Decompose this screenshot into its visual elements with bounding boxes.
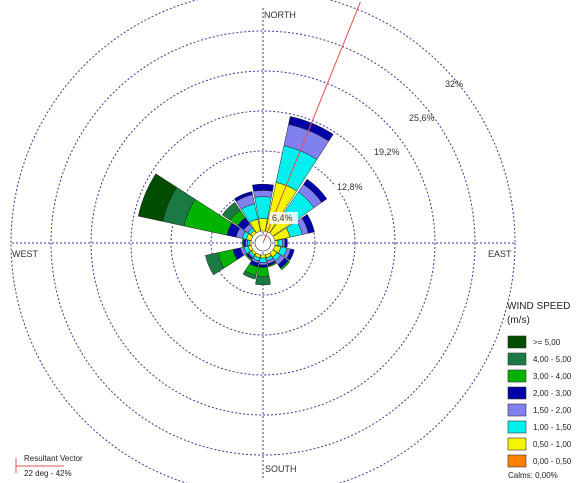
grid-ring-2 bbox=[130, 110, 396, 376]
sector-315deg bbox=[221, 201, 257, 237]
sector-112.5deg bbox=[272, 245, 295, 261]
resultant-vector-legend: Resultant Vector 22 deg - 42% bbox=[15, 454, 83, 478]
direction-east-label: EAST bbox=[488, 249, 512, 259]
sector-225-bin-5 bbox=[245, 254, 252, 261]
ring-label-5: 32% bbox=[445, 79, 463, 89]
sector-90-bin-1 bbox=[274, 239, 279, 247]
grid-ring-1 bbox=[170, 150, 356, 336]
resultant-vector-line bbox=[262, 1, 361, 244]
legend-unit: (m/s) bbox=[507, 315, 530, 326]
resultant-vector bbox=[262, 1, 361, 244]
legend-label-4: 1,50 - 2,00 bbox=[533, 406, 572, 415]
sector-292.5-bin-7 bbox=[137, 173, 178, 222]
legend-label-3: 2,00 - 3,00 bbox=[533, 389, 572, 398]
sector-67.5deg bbox=[272, 214, 315, 241]
legend-label-0: >= 5,00 bbox=[533, 338, 561, 347]
legend-label-1: 4,00 - 5,00 bbox=[533, 355, 572, 364]
sector-0deg bbox=[252, 183, 274, 232]
sector-247.5-bin-6 bbox=[205, 252, 225, 276]
legend-swatch-4 bbox=[507, 403, 527, 417]
legend-swatch-5 bbox=[507, 420, 527, 434]
ring-label-bg-1 bbox=[270, 212, 298, 224]
sector-247.5deg bbox=[205, 245, 254, 276]
legend-label-7: 0,00 - 0,50 bbox=[533, 457, 572, 466]
wind-speed-legend: WIND SPEED (m/s) >= 5,00 4,00 - 5,00 3,00 … bbox=[507, 301, 572, 480]
legend-swatch-1 bbox=[507, 352, 527, 366]
sector-135-bin-5 bbox=[280, 260, 291, 271]
sector-292.5deg bbox=[137, 173, 254, 241]
legend-swatch-0 bbox=[507, 335, 527, 349]
sector-67.5-bin-4 bbox=[301, 214, 315, 234]
resultant-vector-value: 22 deg - 42% bbox=[24, 469, 72, 478]
legend-calms: Calms: 0,00% bbox=[508, 471, 558, 480]
grid-ring-3 bbox=[90, 70, 436, 416]
sector-270-bin-5 bbox=[242, 238, 245, 248]
legend-label-5: 1,00 - 1,50 bbox=[533, 423, 572, 432]
ring-labels: 6,4% 12,8% 19,2% 25,6% 32% bbox=[270, 79, 463, 224]
sector-337.5deg bbox=[234, 191, 261, 234]
ring-label-3: 19,2% bbox=[374, 147, 400, 157]
legend-swatch-7 bbox=[507, 454, 527, 468]
direction-south-label: SOUTH bbox=[265, 464, 297, 474]
sector-180-bin-5 bbox=[256, 266, 270, 278]
ring-label-4: 25,6% bbox=[409, 113, 435, 123]
legend-swatch-6 bbox=[507, 437, 527, 451]
sector-0-bin-4 bbox=[252, 183, 274, 192]
direction-north-label: NORTH bbox=[264, 10, 296, 20]
legend-label-2: 3,00 - 4,00 bbox=[533, 372, 572, 381]
sector-180-bin-2 bbox=[259, 257, 267, 263]
sector-135deg bbox=[269, 249, 291, 271]
polar-grid bbox=[10, 0, 516, 483]
ring-label-bg-2 bbox=[335, 181, 363, 193]
sector-90-bin-4 bbox=[284, 238, 288, 248]
legend-title: WIND SPEED bbox=[507, 301, 570, 312]
sector-315-bin-6 bbox=[221, 201, 241, 221]
legend-swatch-3 bbox=[507, 386, 527, 400]
grid-ring-4 bbox=[50, 30, 476, 456]
sector-225deg bbox=[245, 249, 257, 261]
sector-202.5deg bbox=[242, 252, 261, 280]
sector-45-bin-4 bbox=[303, 178, 328, 203]
ring-label-1: 6,4% bbox=[272, 213, 293, 223]
legend-swatch-2 bbox=[507, 369, 527, 383]
legend-items: >= 5,00 4,00 - 5,00 3,00 - 4,00 2,00 - 3,00… bbox=[507, 335, 572, 468]
direction-west-label: WEST bbox=[12, 249, 39, 259]
sector-180deg bbox=[255, 254, 271, 286]
sector-180-bin-1 bbox=[259, 254, 267, 259]
sector-22.5-bin-4 bbox=[288, 116, 334, 142]
legend-label-6: 0,50 - 1,00 bbox=[533, 440, 572, 449]
sector-90-bin-2 bbox=[277, 239, 283, 247]
ring-label-2: 12,8% bbox=[337, 182, 363, 192]
sector-0-bin-3 bbox=[253, 190, 273, 198]
sector-90deg bbox=[274, 238, 288, 248]
sector-270deg bbox=[242, 238, 252, 248]
resultant-vector-title: Resultant Vector bbox=[24, 454, 83, 463]
sector-202.5-bin-6 bbox=[242, 270, 257, 280]
sector-157.5-bin-5 bbox=[267, 262, 277, 268]
sector-180-bin-6 bbox=[255, 276, 271, 286]
sector-157.5deg bbox=[265, 252, 277, 268]
sector-337.5-bin-4 bbox=[234, 191, 253, 202]
sector-112.5-bin-4 bbox=[286, 248, 295, 261]
grid-ring-5 bbox=[10, 0, 516, 483]
